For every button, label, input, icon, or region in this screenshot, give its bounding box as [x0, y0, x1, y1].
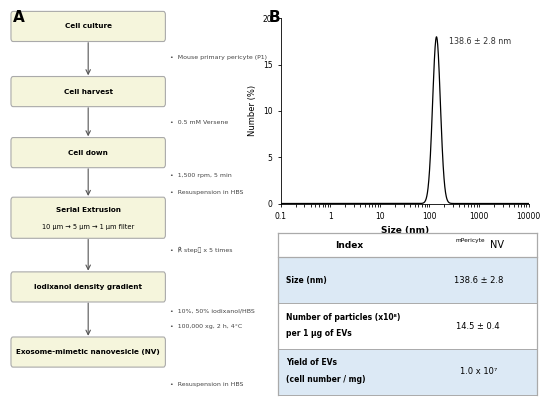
Text: Cell culture: Cell culture: [65, 24, 112, 29]
Text: •  0.5 mM Versene: • 0.5 mM Versene: [169, 120, 228, 125]
Text: per 1 μg of EVs: per 1 μg of EVs: [286, 329, 352, 338]
Text: 1.0 x 10⁷: 1.0 x 10⁷: [459, 368, 497, 376]
Text: Cell harvest: Cell harvest: [64, 89, 113, 94]
FancyBboxPatch shape: [278, 303, 537, 349]
Text: NV: NV: [490, 240, 504, 250]
Text: Number of particles (x10⁸): Number of particles (x10⁸): [286, 313, 401, 322]
Text: •  Resuspension in HBS: • Resuspension in HBS: [169, 190, 243, 195]
X-axis label: Size (nm): Size (nm): [380, 226, 429, 235]
Text: (cell number / mg): (cell number / mg): [286, 375, 366, 384]
Y-axis label: Number (%): Number (%): [248, 85, 257, 136]
FancyBboxPatch shape: [278, 349, 537, 395]
Text: Size (nm): Size (nm): [286, 276, 327, 284]
Text: Serial Extrusion: Serial Extrusion: [56, 208, 120, 213]
Text: Index: Index: [335, 241, 363, 249]
Text: 138.6 ± 2.8: 138.6 ± 2.8: [453, 276, 503, 284]
Text: •  Mouse primary pericyte (P1): • Mouse primary pericyte (P1): [169, 55, 267, 60]
Text: •  ℟ step별 x 5 times: • ℟ step별 x 5 times: [169, 247, 232, 254]
Text: Cell down: Cell down: [68, 150, 108, 155]
FancyBboxPatch shape: [11, 337, 165, 367]
Text: mPericyte: mPericyte: [455, 238, 485, 243]
Text: •  Resuspension in HBS: • Resuspension in HBS: [169, 382, 243, 387]
FancyBboxPatch shape: [11, 272, 165, 302]
Text: 138.6 ± 2.8 nm: 138.6 ± 2.8 nm: [449, 37, 512, 46]
FancyBboxPatch shape: [11, 197, 165, 238]
Text: A: A: [13, 10, 25, 25]
Text: 10 μm → 5 μm → 1 μm filter: 10 μm → 5 μm → 1 μm filter: [42, 224, 134, 230]
FancyBboxPatch shape: [11, 138, 165, 168]
FancyBboxPatch shape: [11, 11, 165, 42]
Text: •  100,000 xg, 2 h, 4°C: • 100,000 xg, 2 h, 4°C: [169, 324, 242, 329]
Text: Iodixanol density gradient: Iodixanol density gradient: [34, 284, 142, 290]
Text: Yield of EVs: Yield of EVs: [286, 359, 337, 368]
Text: 14.5 ± 0.4: 14.5 ± 0.4: [456, 322, 500, 330]
Text: Exosome-mimetic nanovesicle (NV): Exosome-mimetic nanovesicle (NV): [16, 349, 160, 355]
FancyBboxPatch shape: [278, 233, 537, 257]
Text: •  10%, 50% iodixanol/HBS: • 10%, 50% iodixanol/HBS: [169, 308, 255, 313]
Text: •  1,500 rpm, 5 min: • 1,500 rpm, 5 min: [169, 173, 232, 178]
Text: B: B: [268, 10, 280, 25]
FancyBboxPatch shape: [278, 257, 537, 303]
FancyBboxPatch shape: [11, 77, 165, 107]
